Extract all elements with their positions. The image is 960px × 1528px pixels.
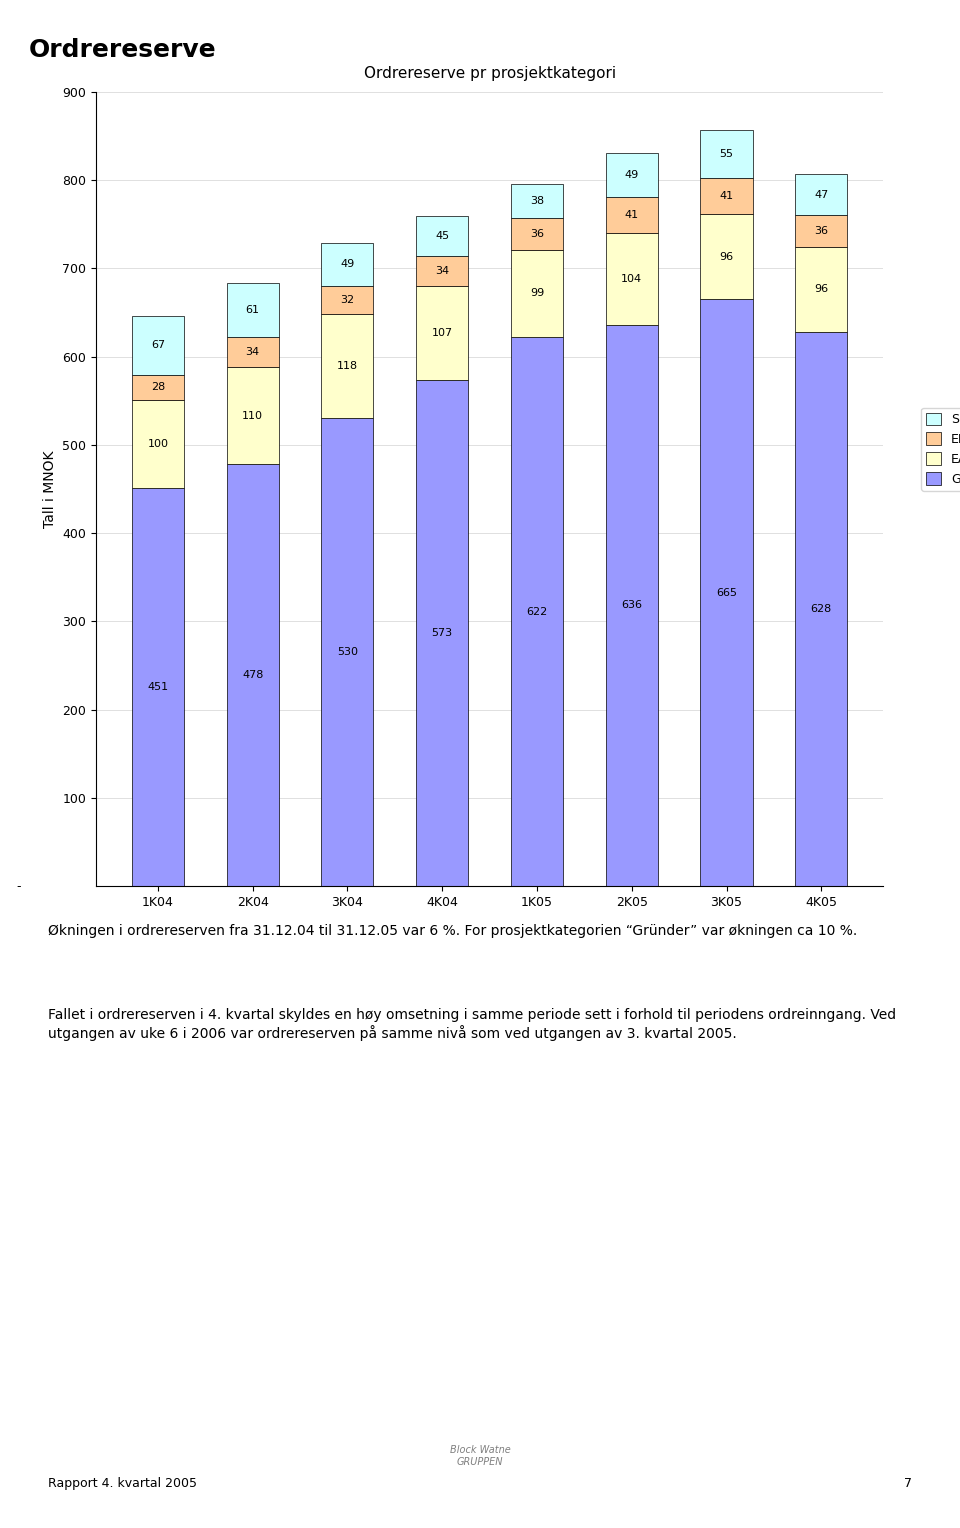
Bar [132, 374, 184, 400]
Bar [322, 286, 373, 315]
Bar [701, 214, 753, 299]
Bar [322, 419, 373, 886]
Text: 34: 34 [435, 266, 449, 277]
Text: 107: 107 [432, 329, 453, 338]
Bar [511, 185, 564, 219]
Text: Ordrereserve: Ordrereserve [29, 38, 216, 63]
Bar [511, 219, 564, 249]
Text: 636: 636 [621, 601, 642, 611]
Text: 451: 451 [147, 681, 168, 692]
Text: 36: 36 [530, 229, 544, 238]
Bar [132, 400, 184, 487]
Text: 55: 55 [720, 148, 733, 159]
Bar [701, 179, 753, 214]
Bar [132, 487, 184, 886]
Text: 99: 99 [530, 289, 544, 298]
Text: 628: 628 [811, 604, 832, 614]
Text: 67: 67 [151, 341, 165, 350]
Bar [227, 338, 278, 367]
Bar [416, 215, 468, 255]
Legend: SK, EF, EAT, GR: SK, EF, EAT, GR [922, 408, 960, 490]
Text: 49: 49 [625, 170, 639, 180]
Text: 110: 110 [242, 411, 263, 420]
Text: 61: 61 [246, 306, 259, 315]
Text: 34: 34 [246, 347, 260, 358]
Bar [511, 249, 564, 338]
Text: 41: 41 [625, 209, 638, 220]
Text: Fallet i ordrereserven i 4. kvartal skyldes en høy omsetning i samme periode set: Fallet i ordrereserven i 4. kvartal skyl… [48, 1008, 896, 1041]
Bar [795, 248, 848, 332]
Bar [227, 465, 278, 886]
Bar [795, 215, 848, 248]
Bar [416, 255, 468, 286]
Bar [227, 283, 278, 338]
Text: 96: 96 [814, 284, 828, 295]
Y-axis label: Tall i MNOK: Tall i MNOK [43, 451, 57, 527]
Text: 38: 38 [530, 196, 544, 206]
Bar [322, 243, 373, 286]
Bar [701, 130, 753, 179]
Text: 478: 478 [242, 671, 263, 680]
Text: 104: 104 [621, 274, 642, 284]
Text: 36: 36 [814, 226, 828, 237]
Bar [322, 315, 373, 419]
Text: 32: 32 [341, 295, 354, 306]
Bar [416, 286, 468, 380]
Bar [795, 174, 848, 215]
Text: Block Watne
GRUPPEN: Block Watne GRUPPEN [449, 1445, 511, 1467]
Bar [606, 153, 658, 197]
Text: 7: 7 [904, 1476, 912, 1490]
Text: 45: 45 [435, 231, 449, 241]
Bar [795, 332, 848, 886]
Text: 49: 49 [340, 260, 354, 269]
Text: 41: 41 [719, 191, 733, 202]
Text: 530: 530 [337, 648, 358, 657]
Bar [606, 325, 658, 886]
Text: 665: 665 [716, 588, 737, 597]
Text: Rapport 4. kvartal 2005: Rapport 4. kvartal 2005 [48, 1476, 197, 1490]
Text: 96: 96 [719, 252, 733, 261]
Text: 28: 28 [151, 382, 165, 393]
Bar [132, 316, 184, 374]
Text: Økningen i ordrereserven fra 31.12.04 til 31.12.05 var 6 %. For prosjektkategori: Økningen i ordrereserven fra 31.12.04 ti… [48, 924, 857, 938]
Bar [511, 338, 564, 886]
Text: 100: 100 [147, 439, 168, 449]
Title: Ordrereserve pr prosjektkategori: Ordrereserve pr prosjektkategori [364, 66, 615, 81]
Text: 573: 573 [432, 628, 453, 639]
Bar [606, 197, 658, 232]
Bar [227, 367, 278, 465]
Bar [701, 299, 753, 886]
Text: 622: 622 [526, 607, 547, 617]
Text: -: - [16, 880, 21, 892]
Bar [606, 232, 658, 325]
Bar [416, 380, 468, 886]
Text: 47: 47 [814, 189, 828, 200]
Text: 118: 118 [337, 361, 358, 371]
